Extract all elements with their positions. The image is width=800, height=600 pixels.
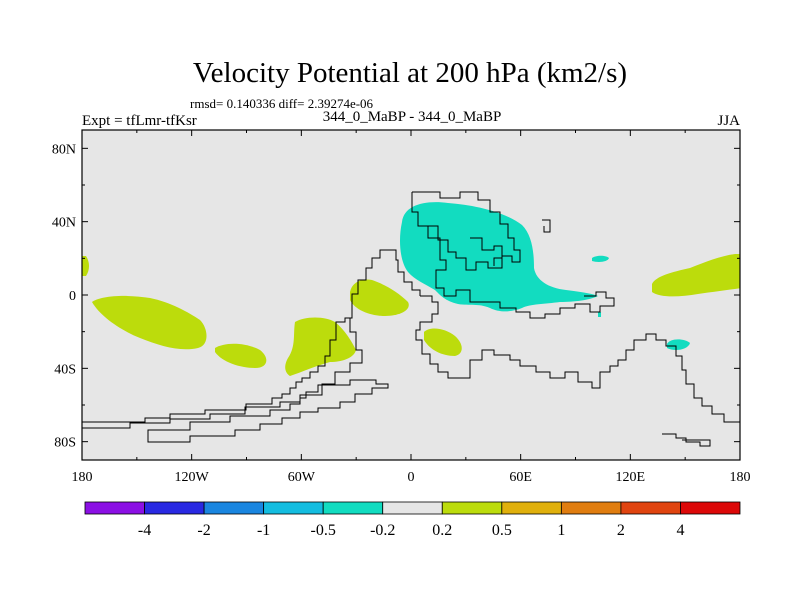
positive-region-south-america [285,317,356,376]
colorbar-label: -0.5 [311,522,336,539]
coastline-north-america [348,249,421,319]
coastline-south-america-lower [147,379,389,443]
x-tick-label: 0 [408,470,415,485]
colorbar-label: -2 [197,522,210,539]
coastline-eurasia [411,192,615,319]
colorbar-swatch [560,501,622,515]
comparison-label: 344_0_MaBP - 344_0_MaBP [323,109,502,125]
colorbar: -4 -2 -1 -0.5 -0.2 0.2 0.5 1 2 4 [84,501,741,539]
positive-region-east-pacific [92,295,207,350]
positive-region-south-atlantic [350,279,409,316]
colorbar-label: -4 [138,522,151,539]
colorbar-swatch [382,501,443,515]
colorbar-label: -1 [257,522,270,539]
colorbar-label: 0.2 [432,522,452,539]
colorbar-swatch [501,501,562,515]
negative-region-eurasia [400,202,598,312]
x-tick-label: 60W [288,470,316,485]
colorbar-swatch [203,501,265,515]
axes: 180 120W 60W 0 60E 120E 180 80N 40N 0 40S 80S [52,130,751,485]
colorbar-label: -0.2 [370,522,395,539]
negative-region-small-east [592,255,609,262]
x-tick-label: 180 [730,470,751,485]
coastline-east-asia [542,219,551,233]
colorbar-swatch [263,501,324,515]
coastline-inner-basin [470,237,503,266]
positive-region-west-pacific [652,254,740,297]
experiment-label: Expt = tfLmr-tfKsr [82,113,197,129]
x-tick-label: 60E [509,470,532,485]
y-tick-label: 80S [54,436,76,451]
colorbar-swatch [441,501,503,515]
y-tick-label: 40S [54,362,76,377]
season-label: JJA [717,113,740,129]
shaded-regions [82,202,740,376]
colorbar-swatch [322,501,384,515]
coastline-arabia [412,191,521,271]
chart-title: Velocity Potential at 200 hPa (km2/s) [193,57,627,89]
colorbar-label: 1 [557,522,565,539]
positive-region-south-pacific [215,343,267,368]
negative-region-pacific-spot [667,339,690,351]
positive-region-southern-africa [424,328,462,356]
colorbar-swatch [144,501,205,515]
negative-region-speck [598,312,601,317]
plot-area-background [82,130,740,460]
y-tick-label: 0 [69,289,76,304]
coastline-antarctic-east [662,433,711,447]
coastlines [82,191,740,447]
y-tick-label: 80N [52,142,76,157]
colorbar-label: 2 [617,522,625,539]
colorbar-label: 4 [676,522,684,539]
colorbar-swatch [84,501,145,515]
stats-line: rmsd= 0.140336 diff= 2.39274e-06 [190,96,374,111]
colorbar-label: 0.5 [492,522,512,539]
x-tick-label: 120E [616,470,646,485]
x-tick-label: 120W [175,470,210,485]
coastline-americas [82,317,363,429]
x-tick-label: 180 [72,470,93,485]
coastline-africa [415,295,740,423]
positive-region-west-edge [82,256,89,276]
colorbar-swatch [620,501,681,515]
y-tick-label: 40N [52,216,76,231]
colorbar-swatch [680,501,741,515]
